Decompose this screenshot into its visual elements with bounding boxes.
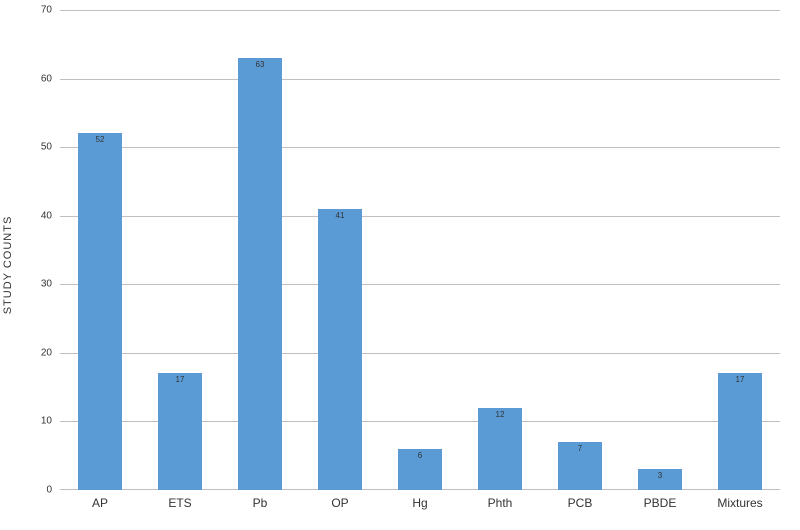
y-tick-label: 20 [22, 347, 52, 358]
x-tick-label: PCB [568, 496, 593, 510]
gridline [60, 216, 780, 217]
bar: 3 [638, 469, 682, 490]
y-tick-label: 70 [22, 5, 52, 16]
gridline [60, 284, 780, 285]
bar: 52 [78, 133, 122, 490]
x-tick-label: ETS [168, 496, 191, 510]
x-tick-label: Mixtures [717, 496, 762, 510]
bar: 6 [398, 449, 442, 490]
x-tick-label: PBDE [644, 496, 677, 510]
y-tick-label: 10 [22, 416, 52, 427]
bar: 17 [718, 373, 762, 490]
bar: 17 [158, 373, 202, 490]
x-tick-label: Pb [253, 496, 268, 510]
x-tick-label: OP [331, 496, 348, 510]
x-tick-label: Hg [412, 496, 427, 510]
bar-value-label: 12 [496, 410, 505, 419]
y-axis-label: STUDY COUNTS [2, 216, 14, 315]
plot-area: 52AP17ETS63Pb41OP6Hg12Phth7PCB3PBDE17Mix… [60, 10, 780, 490]
x-tick-label: Phth [488, 496, 513, 510]
bar-value-label: 52 [96, 135, 105, 144]
y-tick-label: 0 [22, 485, 52, 496]
bar-value-label: 41 [336, 211, 345, 220]
y-tick-label: 50 [22, 142, 52, 153]
bar: 7 [558, 442, 602, 490]
y-tick-label: 40 [22, 210, 52, 221]
gridline [60, 353, 780, 354]
y-tick-label: 30 [22, 279, 52, 290]
bar-value-label: 63 [256, 60, 265, 69]
x-tick-label: AP [92, 496, 108, 510]
study-counts-chart: STUDY COUNTS 010203040506070 52AP17ETS63… [0, 0, 800, 530]
bar-value-label: 17 [736, 375, 745, 384]
bar-value-label: 17 [176, 375, 185, 384]
bar-value-label: 3 [658, 471, 662, 480]
gridline [60, 79, 780, 80]
bar: 63 [238, 58, 282, 490]
bar: 41 [318, 209, 362, 490]
bar-value-label: 6 [418, 451, 422, 460]
gridline [60, 147, 780, 148]
bar-value-label: 7 [578, 444, 582, 453]
gridline [60, 10, 780, 11]
y-tick-label: 60 [22, 73, 52, 84]
bar: 12 [478, 408, 522, 490]
